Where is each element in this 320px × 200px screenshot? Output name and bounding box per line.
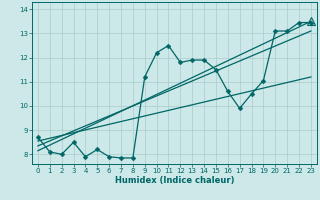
X-axis label: Humidex (Indice chaleur): Humidex (Indice chaleur) bbox=[115, 176, 234, 185]
